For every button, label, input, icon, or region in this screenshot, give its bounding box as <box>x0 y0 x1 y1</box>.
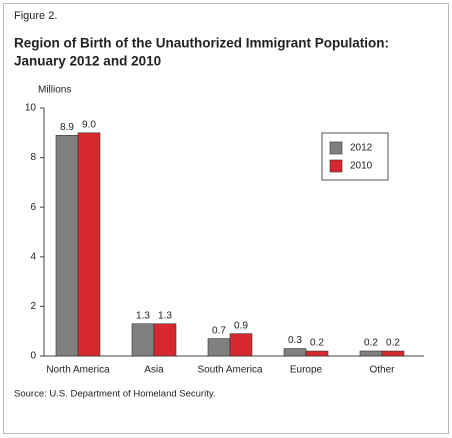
value-label: 9.0 <box>82 119 96 130</box>
y-tick-label: 2 <box>30 301 36 312</box>
x-tick-label: Asia <box>144 365 164 376</box>
legend-swatch <box>329 141 343 155</box>
bar <box>381 350 405 357</box>
figure-label: Figure 2. <box>14 10 57 22</box>
x-tick-label: Other <box>369 365 395 376</box>
bar <box>229 333 253 357</box>
x-tick-label: South America <box>197 365 262 376</box>
legend-box <box>321 132 389 181</box>
bar <box>55 134 79 357</box>
legend-label: 2010 <box>350 161 373 172</box>
bar <box>283 348 307 357</box>
bar <box>131 323 155 357</box>
x-tick-label: Europe <box>290 365 323 376</box>
bar <box>77 132 101 357</box>
chart-title: January 2012 and 2010 <box>14 54 161 69</box>
y-tick-label: 10 <box>25 103 37 114</box>
legend-label: 2012 <box>350 143 373 154</box>
value-label: 1.3 <box>158 310 172 321</box>
y-tick-label: 8 <box>30 152 36 163</box>
chart-title: Region of Birth of the Unauthorized Immi… <box>14 36 389 51</box>
source: Source: U.S. Department of Homeland Secu… <box>14 389 216 400</box>
value-label: 0.2 <box>310 338 324 349</box>
bar <box>305 350 329 357</box>
value-label: 8.9 <box>60 122 74 133</box>
frame <box>3 3 449 434</box>
bar <box>359 350 383 357</box>
y-axis-label: Millions <box>38 85 71 96</box>
value-label: 1.3 <box>136 310 150 321</box>
legend-swatch <box>329 159 343 173</box>
bar <box>153 323 177 357</box>
value-label: 0.7 <box>212 325 226 336</box>
y-tick-label: 4 <box>30 251 36 262</box>
value-label: 0.3 <box>288 335 302 346</box>
value-label: 0.9 <box>234 320 248 331</box>
value-label: 0.2 <box>364 338 378 349</box>
bar <box>207 338 231 357</box>
x-tick-label: North America <box>46 365 110 376</box>
y-tick-label: 0 <box>30 351 36 362</box>
y-tick-label: 6 <box>30 202 36 213</box>
value-label: 0.2 <box>386 338 400 349</box>
